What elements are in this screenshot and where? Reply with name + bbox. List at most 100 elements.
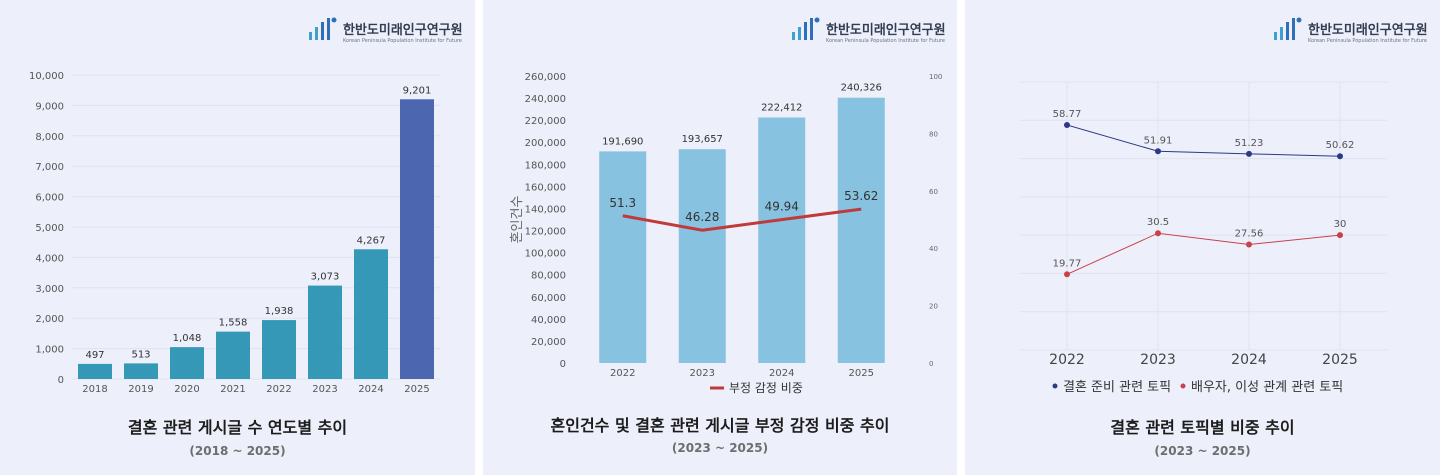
series-line [622,207,862,232]
data-label: 30 [1334,219,1347,230]
data-label: 1,558 [219,318,248,329]
y-tick-label: 6,000 [35,193,64,204]
y-tick-label: 200,000 [525,138,566,149]
y-tick-label: 60,000 [531,293,566,304]
bar [354,249,388,379]
y-tick-label: 260,000 [525,72,566,83]
y-tick-label: 220,000 [525,116,566,127]
x-tick-label: 2023 [690,368,715,379]
legend-label: 결혼 준비 관련 토픽 [1063,380,1171,395]
data-label: 53.62 [844,189,878,203]
y-tick-label: 160,000 [525,182,566,193]
data-label: 27.56 [1235,228,1264,239]
brand-name: 한반도미래인구연구원 [343,23,463,38]
brand-name: 한반도미래인구연구원 [826,23,946,38]
x-tick-label: 2018 [82,384,107,395]
chart-subtitle: (2018 ~ 2025) [189,444,286,458]
y-tick-label: 240,000 [525,94,566,105]
bar [678,149,726,363]
line-chart-topics: 2022 2023 2024 2025 58.77 51.91 51.23 50.62 19.7… [1020,81,1387,395]
x-tick-label: 2023 [1140,352,1176,368]
data-point [1155,148,1161,155]
logo-icon [1274,17,1302,40]
combo-chart-marriages: 0 20,000 40,000 60,000 80,000 100,000 120,000 1… [510,72,942,395]
data-label: 1,938 [265,306,294,317]
bar [758,117,806,364]
data-point [1155,230,1161,237]
y-tick-label: 20,000 [531,337,566,348]
data-label: 51.3 [609,196,636,210]
y-tick-label: 5,000 [35,223,64,234]
brand-subtitle: Korean Peninsula Population Institute fo… [343,38,462,44]
legend-label: 배우자, 이성 관계 관련 토픽 [1191,380,1343,395]
y2-tick-label: 40 [929,245,938,253]
legend-swatch [1052,383,1058,389]
y2-tick-label: 0 [929,360,933,368]
bar [599,151,647,363]
y-tick-label: 180,000 [525,160,566,171]
bar [400,99,434,379]
x-tick-label: 2022 [610,368,635,379]
data-label: 222,412 [761,102,802,113]
y-tick-label: 120,000 [525,227,566,238]
brand-subtitle: Korean Peninsula Population Institute fo… [1308,38,1427,44]
y2-tick-label: 60 [929,188,938,196]
data-label: 50.62 [1326,140,1355,151]
bar [308,285,342,379]
x-tick-label: 2025 [404,384,429,395]
y-tick-label: 80,000 [531,271,566,282]
y2-tick-label: 80 [929,130,938,138]
x-tick-label: 2024 [1231,352,1267,368]
y-tick-label: 9,000 [35,101,64,112]
data-label: 1,048 [173,333,202,344]
data-label: 191,690 [602,136,643,147]
data-point [1337,153,1343,160]
x-tick-label: 2021 [220,384,245,395]
x-tick-label: 2022 [1049,352,1085,368]
legend-label: 부정 감정 비중 [729,381,803,395]
data-label: 497 [85,350,104,361]
x-tick-label: 2023 [312,384,337,395]
y2-tick-label: 20 [929,303,938,311]
x-tick-label: 2025 [849,368,874,379]
y-axis-title: 혼인건수 [510,196,525,244]
data-label: 51.23 [1235,138,1264,149]
y-tick-label: 4,000 [35,253,64,264]
brand-name: 한반도미래인구연구원 [1308,23,1428,38]
bar [837,97,885,363]
series-line [1066,124,1341,157]
y-tick-label: 0 [58,375,64,386]
data-point [1064,121,1070,128]
x-tick-label: 2019 [128,384,153,395]
bar [262,320,296,379]
y-tick-label: 8,000 [35,132,64,143]
chart-subtitle: (2023 ~ 2025) [1154,444,1251,458]
data-label: 513 [131,349,150,360]
x-tick-label: 2020 [174,384,199,395]
x-tick-label: 2022 [266,384,291,395]
data-label: 19.77 [1053,258,1082,269]
chart-title: 결혼 관련 게시글 수 연도별 추이 [127,418,348,437]
bar [78,363,112,379]
legend-swatch [1180,383,1186,389]
data-point [1064,271,1070,278]
y-tick-label: 1,000 [35,345,64,356]
data-label: 30.5 [1147,217,1169,228]
brand-subtitle: Korean Peninsula Population Institute fo… [826,38,945,44]
y-tick-label: 10,000 [29,71,64,82]
data-point [1246,241,1252,248]
chart-panel-3: 한반도미래인구연구원 Korean Peninsula Population I… [965,0,1440,475]
data-label: 58.77 [1053,109,1082,120]
y-tick-label: 40,000 [531,315,566,326]
bar [216,331,250,379]
chart-subtitle: (2023 ~ 2025) [671,441,769,455]
bar-chart-posts: 0 1,000 2,000 3,000 4,000 5,000 6,000 7,000 8,00… [29,71,440,395]
y-tick-label: 100,000 [525,249,566,260]
y-tick-label: 3,000 [35,284,64,295]
series-line [1066,232,1341,275]
data-point [1246,150,1252,157]
y-tick-label: 2,000 [35,314,64,325]
chart-title: 혼인건수 및 결혼 관련 게시글 부정 감정 비중 추이 [550,416,890,435]
logo-icon [309,17,337,40]
data-label: 193,657 [682,134,723,145]
